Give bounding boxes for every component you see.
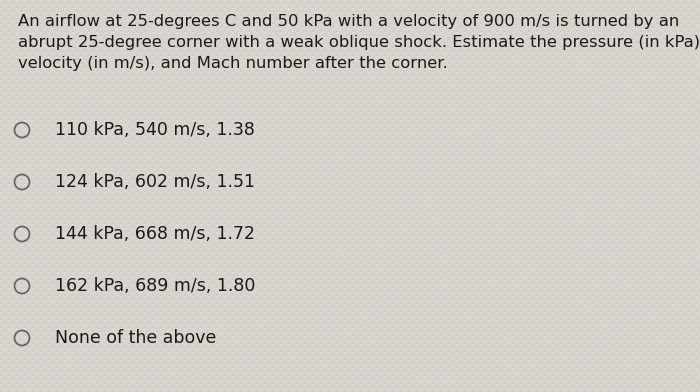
Text: 124 kPa, 602 m/s, 1.51: 124 kPa, 602 m/s, 1.51 (55, 173, 255, 191)
Text: An airflow at 25-degrees C and 50 kPa with a velocity of 900 m/s is turned by an: An airflow at 25-degrees C and 50 kPa wi… (18, 14, 679, 29)
Text: 144 kPa, 668 m/s, 1.72: 144 kPa, 668 m/s, 1.72 (55, 225, 255, 243)
Text: 110 kPa, 540 m/s, 1.38: 110 kPa, 540 m/s, 1.38 (55, 121, 255, 139)
Text: velocity (in m/s), and Mach number after the corner.: velocity (in m/s), and Mach number after… (18, 56, 448, 71)
Text: abrupt 25-degree corner with a weak oblique shock. Estimate the pressure (in kPa: abrupt 25-degree corner with a weak obli… (18, 35, 700, 50)
Text: None of the above: None of the above (55, 329, 216, 347)
Text: 162 kPa, 689 m/s, 1.80: 162 kPa, 689 m/s, 1.80 (55, 277, 256, 295)
